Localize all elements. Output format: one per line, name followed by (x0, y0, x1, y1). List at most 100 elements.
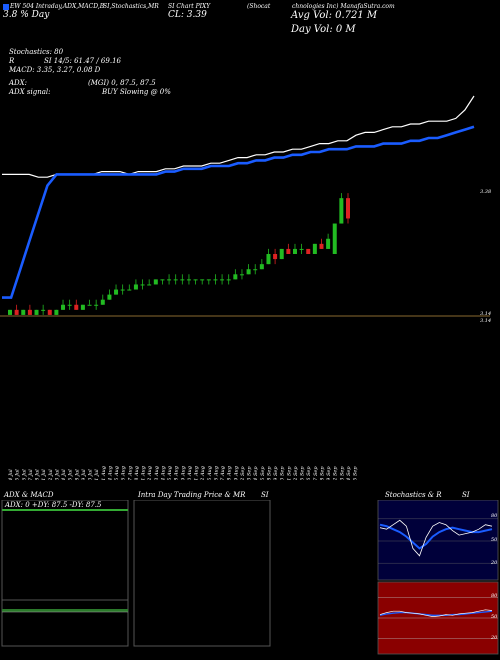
date-label: 21 Aug (194, 466, 200, 480)
candle-body (100, 299, 105, 305)
candle-body (326, 238, 331, 249)
date-label: 26 Aug (213, 466, 219, 480)
candle-body (167, 279, 172, 281)
candle-body (94, 304, 99, 306)
candle-body (180, 279, 185, 281)
x-axis-dates: 14 Jul 15 Jul 16 Jul 17 Jul 18 Jul 21 Jul 22 J… (8, 466, 359, 480)
stoch-tick-20: 20 (491, 560, 498, 566)
stoch-stat: Stochastics: 80 (9, 48, 64, 56)
candle-body (206, 279, 211, 281)
company-text: (Shocat (247, 3, 271, 10)
date-label: 02 Sep (240, 466, 246, 480)
change-label: % Day (20, 10, 50, 20)
adx-macd-panel (1, 500, 129, 647)
candle-body (34, 309, 39, 315)
candle-body (120, 289, 125, 291)
volume-line (2, 95, 475, 178)
indicator-text: SI,Stochastics,MR (103, 3, 159, 10)
date-label: 16 Jul (21, 469, 27, 480)
rsi-stat: SI 14/5: 61.47 / 69.16 (44, 57, 121, 65)
stochastics-rsi-panel (377, 500, 499, 655)
date-label: 24 Sep (346, 466, 352, 480)
candle-body (332, 223, 337, 254)
buy-signal: BUY Slowing @ 0% (102, 88, 171, 96)
date-label: 19 Aug (180, 466, 186, 480)
stoch-tick-50: 50 (491, 537, 498, 543)
day-volume: Day Vol: 0 M (291, 24, 356, 35)
date-label: 04 Sep (253, 466, 259, 480)
candle-body (306, 248, 311, 254)
candle-body (339, 198, 344, 224)
adx-panel-title: ADX & MACD (4, 491, 54, 499)
indicator-lines (2, 95, 475, 299)
candle-body (186, 279, 191, 281)
date-label: 15 Sep (300, 466, 306, 480)
candle-body (259, 264, 264, 270)
candle-body (173, 279, 178, 281)
date-label: 03 Sep (247, 466, 253, 480)
stoch-tick-80: 80 (491, 513, 498, 519)
change-line: 3.8 % Day (3, 10, 49, 20)
rsi-signal-line (379, 610, 493, 617)
date-label: 16 Sep (306, 466, 312, 480)
date-label: 22 Aug (200, 466, 206, 480)
date-label: 24 Jul (61, 469, 67, 480)
adx-stat: ADX: (9, 79, 28, 87)
candle-body (14, 309, 19, 315)
date-label: 29 Jul (81, 469, 87, 480)
date-label: 19 Sep (326, 466, 332, 480)
legend-text: EW 504 Intraday,ADX,MACD,B (10, 3, 105, 10)
date-label: 01 Aug (101, 466, 107, 480)
candle-body (246, 269, 251, 275)
date-label: 12 Aug (147, 466, 153, 480)
date-label: 25 Sep (353, 466, 359, 480)
date-label: 15 Jul (15, 469, 21, 480)
candle-body (266, 254, 271, 265)
stoch-panel-title: Stochastics & R (385, 491, 442, 499)
price-chart: 14 Jul 15 Jul 16 Jul 17 Jul 18 Jul 21 Jul 22 J… (0, 95, 490, 480)
candle-body (200, 279, 205, 281)
date-label: 28 Aug (227, 466, 233, 480)
date-label: 09 Sep (273, 466, 279, 480)
candle-body (127, 289, 132, 291)
candle-body (47, 309, 52, 315)
stochastic-lines (378, 518, 498, 564)
candle-body (140, 284, 145, 286)
candles (8, 193, 350, 315)
rsi-tick-80: 80 (491, 593, 498, 599)
stoch-signal-line (379, 523, 493, 550)
candle-body (319, 243, 324, 249)
candle-body (312, 243, 317, 254)
date-label: 14 Aug (160, 466, 166, 480)
candle-body (61, 304, 66, 310)
date-label: 15 Aug (167, 466, 173, 480)
candle-body (74, 304, 79, 310)
date-label: 23 Jul (54, 469, 60, 480)
candle-body (292, 248, 297, 254)
candle-body (114, 289, 119, 295)
price-label-bottom-1: 3.14 (480, 311, 492, 317)
date-label: 08 Aug (134, 466, 140, 480)
legend-marker (3, 4, 9, 10)
change-value: 3.8 (3, 10, 18, 20)
rsi-tick-20: 20 (491, 635, 498, 641)
candle-body (226, 279, 231, 281)
candle-body (299, 248, 304, 250)
candle-body (286, 248, 291, 254)
date-label: 30 Jul (88, 469, 94, 480)
date-label: 13 Aug (154, 466, 160, 480)
candle-body (67, 304, 72, 306)
candle-body (233, 274, 238, 280)
date-label: 11 Sep (286, 466, 292, 480)
candle-body (54, 309, 59, 315)
rsi-lines (378, 597, 498, 639)
candle-body (27, 309, 32, 315)
candle-body (273, 254, 278, 260)
date-label: 11 Aug (141, 466, 147, 480)
candle-body (160, 279, 165, 281)
candle-body (80, 304, 85, 310)
date-label: 14 Jul (8, 469, 14, 480)
date-label: 08 Sep (266, 466, 272, 480)
avg-volume: Avg Vol: 0.721 M (291, 10, 378, 21)
rsi-line (379, 609, 493, 617)
